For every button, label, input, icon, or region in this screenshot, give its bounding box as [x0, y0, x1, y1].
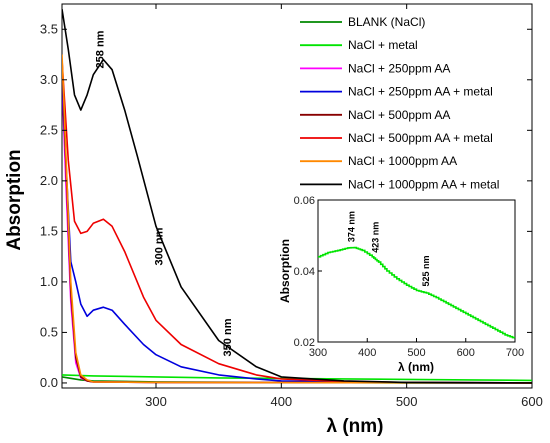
- legend-label-1: NaCl + metal: [348, 38, 418, 52]
- legend-label-4: NaCl + 500ppm AA: [348, 108, 450, 122]
- series-line-7: [62, 8, 532, 384]
- inset-y-tick-label-0: 0.02: [294, 337, 315, 349]
- legend: BLANK (NaCl) NaCl + metal NaCl + 250ppm AA…: [300, 15, 499, 191]
- inset-y-axis-title: Absorption: [278, 239, 292, 303]
- y-axis-title: Absorption: [4, 149, 25, 250]
- x-tick-label-0: 300: [145, 394, 167, 409]
- annotation-1: 300 nm: [153, 227, 165, 265]
- inset-annotation-1: 423 nm: [371, 222, 381, 253]
- x-axis-title: λ (nm): [327, 416, 384, 437]
- inset-x-axis-title: λ (nm): [398, 360, 434, 374]
- annotation-2: 350 nm: [222, 318, 234, 356]
- inset-curves: [318, 246, 515, 339]
- annotation-0: 258 nm: [94, 30, 106, 68]
- y-tick-label-3: 1.5: [40, 223, 58, 238]
- y-tick-label-7: 3.5: [40, 21, 58, 36]
- legend-label-3: NaCl + 250ppm AA + metal: [348, 85, 493, 99]
- inset-annotation-2: 525 nm: [421, 255, 431, 286]
- y-tick-label-2: 1.0: [40, 274, 58, 289]
- inset-y-tick-label-2: 0.06: [294, 195, 315, 207]
- inset-ticks: 300 400 500 600 700 0.02 0.04 0.06: [294, 195, 525, 359]
- legend-label-5: NaCl + 500ppm AA + metal: [348, 131, 493, 145]
- legend-label-0: BLANK (NaCl): [348, 15, 425, 29]
- inset-annotations: 374 nm 423 nm 525 nm: [346, 211, 430, 286]
- main-annotations: 258 nm 300 nm 350 nm: [94, 30, 234, 356]
- main-curves: [62, 8, 532, 384]
- legend-label-2: NaCl + 250ppm AA: [348, 61, 450, 75]
- series-line-5: [62, 59, 532, 384]
- x-tick-label-3: 600: [521, 394, 543, 409]
- y-tick-label-5: 2.5: [40, 122, 58, 137]
- legend-label-6: NaCl + 1000ppm AA: [348, 154, 457, 168]
- inset-x-tick-label-4: 700: [506, 347, 524, 359]
- main-ticks: 300 400 500 600 0.0 0.5 1.0 1.5 2.0 2.5 3.0 3.5: [40, 4, 543, 409]
- inset-x-tick-label-0: 300: [309, 347, 327, 359]
- y-tick-label-4: 2.0: [40, 173, 58, 188]
- y-tick-label-1: 0.5: [40, 324, 58, 339]
- series-line-3: [62, 79, 532, 384]
- inset-annotation-0: 374 nm: [346, 211, 356, 242]
- inset-plot-frame: [317, 199, 516, 343]
- legend-label-7: NaCl + 1000ppm AA + metal: [348, 177, 499, 191]
- inset-x-tick-label-2: 500: [407, 347, 425, 359]
- inset-x-tick-label-1: 400: [358, 347, 376, 359]
- series-line-6: [62, 54, 532, 384]
- y-tick-label-6: 3.0: [40, 72, 58, 87]
- y-tick-label-0: 0.0: [40, 375, 58, 390]
- inset-y-tick-label-1: 0.04: [294, 266, 315, 278]
- x-tick-label-2: 500: [396, 394, 418, 409]
- inset-series-line-0: [318, 246, 515, 339]
- x-tick-label-1: 400: [270, 394, 292, 409]
- inset-x-tick-label-3: 600: [457, 347, 475, 359]
